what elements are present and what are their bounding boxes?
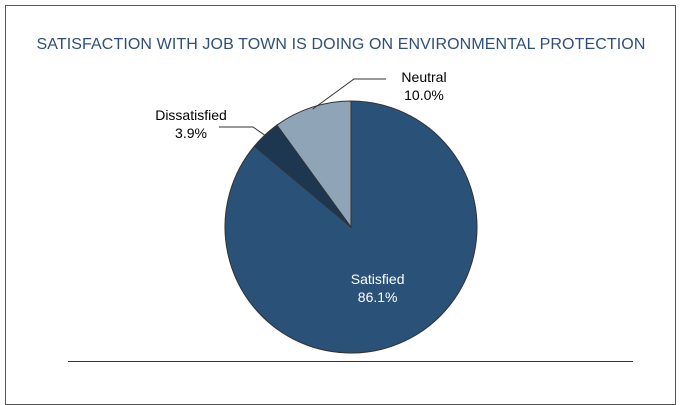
slice-value-neutral: 10.0% (404, 87, 444, 103)
leader-line-neutral (312, 78, 386, 110)
slice-label-satisfied: Satisfied (351, 271, 405, 287)
slice-value-dissatisfied: 3.9% (175, 125, 207, 141)
baseline-rule (68, 361, 633, 362)
slice-label-dissatisfied: Dissatisfied (155, 107, 227, 123)
slice-value-satisfied: 86.1% (358, 289, 398, 305)
pie-slice-neutral (276, 100, 352, 229)
slice-label-neutral: Neutral (401, 69, 446, 85)
chart-title: SATISFACTION WITH JOB TOWN IS DOING ON E… (36, 36, 646, 53)
leader-line-dissatisfied (219, 126, 267, 137)
